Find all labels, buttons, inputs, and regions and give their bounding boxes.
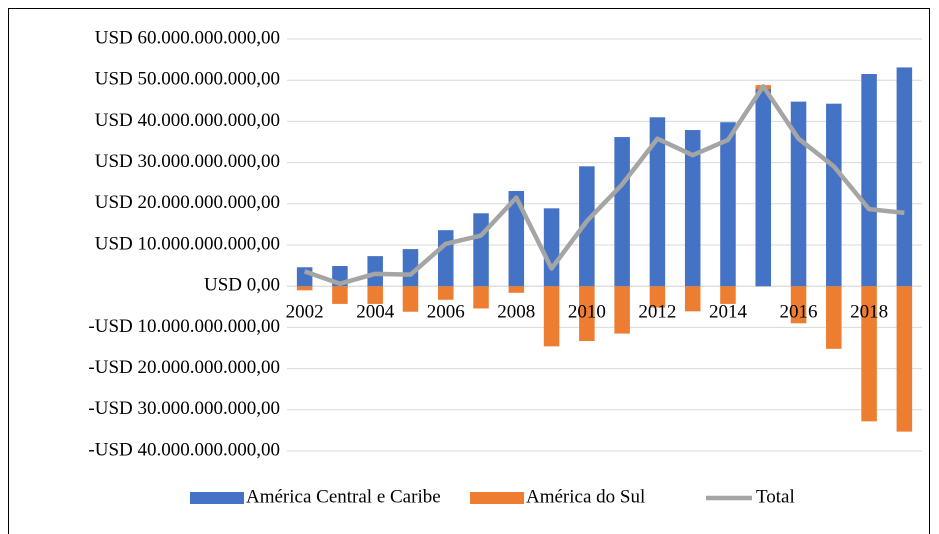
- legend-swatch: [470, 492, 524, 504]
- bar: [861, 74, 877, 287]
- bar: [720, 286, 736, 304]
- legend-label: Total: [756, 486, 795, 507]
- y-tick-label: -USD 40.000.000.000,00: [88, 439, 280, 460]
- y-tick-label: USD 10.000.000.000,00: [95, 233, 280, 254]
- bar: [684, 130, 701, 287]
- bar: [649, 286, 666, 308]
- bar: [861, 286, 877, 422]
- bar: [826, 103, 842, 287]
- bar: [790, 101, 807, 287]
- bar: [437, 230, 454, 287]
- bar: [332, 286, 348, 304]
- bar: [896, 286, 913, 432]
- bar: [296, 267, 313, 287]
- x-tick-label: 2008: [497, 302, 535, 323]
- line: [303, 84, 905, 286]
- y-tick-label: USD 30.000.000.000,00: [95, 151, 280, 172]
- bar: [614, 286, 630, 334]
- y-tick-label: USD 40.000.000.000,00: [95, 110, 280, 131]
- x-tick-label: 2018: [850, 302, 888, 323]
- y-tick-label: USD 0,00: [204, 275, 280, 296]
- bar: [508, 286, 525, 293]
- legend-label: América do Sul: [526, 486, 645, 507]
- bar: [437, 286, 454, 300]
- x-tick-label: 2010: [568, 302, 606, 323]
- y-tick-label: -USD 20.000.000.000,00: [88, 357, 280, 378]
- x-tick-label: 2014: [709, 302, 748, 323]
- x-tick-label: 2002: [286, 302, 324, 323]
- x-tick-label: 2012: [638, 302, 676, 323]
- bar: [402, 249, 419, 287]
- bar: [402, 286, 419, 312]
- bar: [508, 191, 525, 287]
- bar: [543, 286, 560, 347]
- y-tick-label: USD 60.000.000.000,00: [95, 27, 280, 48]
- bar: [579, 286, 595, 341]
- bar: [614, 137, 630, 287]
- x-tick-label: 2004: [356, 302, 395, 323]
- bar: [896, 67, 913, 287]
- bar: [296, 286, 313, 291]
- bar: [826, 286, 842, 349]
- bar: [684, 286, 701, 312]
- bar: [367, 286, 383, 304]
- bar: [720, 122, 736, 287]
- y-tick-label: USD 50.000.000.000,00: [95, 69, 280, 90]
- bar: [649, 117, 666, 287]
- y-tick-label: -USD 30.000.000.000,00: [88, 398, 280, 419]
- bar: [543, 208, 560, 287]
- x-tick-label: 2016: [780, 302, 818, 323]
- bar: [473, 213, 489, 287]
- y-tick-label: USD 20.000.000.000,00: [95, 192, 280, 213]
- y-tick-label: -USD 10.000.000.000,00: [88, 316, 280, 337]
- x-tick-label: 2006: [427, 302, 465, 323]
- legend-label: América Central e Caribe: [246, 486, 441, 507]
- bar: [579, 166, 595, 287]
- legend-swatch: [190, 492, 244, 504]
- bar: [367, 256, 383, 287]
- bar: [755, 89, 772, 287]
- bar: [790, 286, 807, 324]
- chart-frame: [8, 8, 930, 534]
- bar: [473, 286, 489, 309]
